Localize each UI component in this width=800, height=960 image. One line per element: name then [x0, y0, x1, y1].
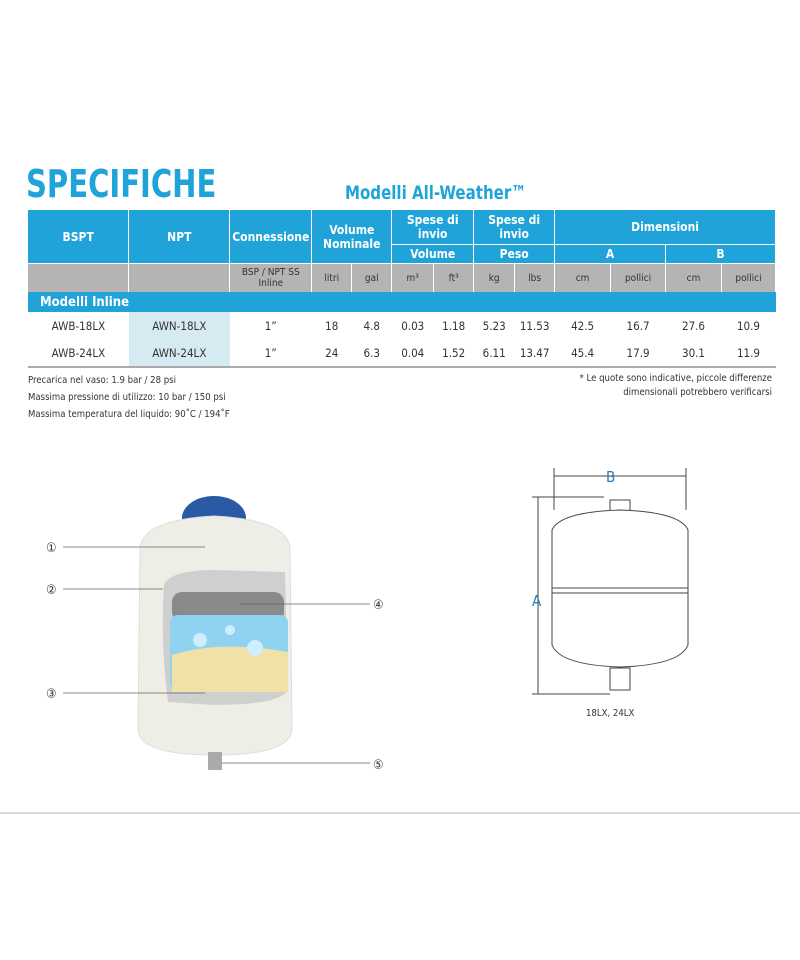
model-npt: AWN-24LX: [128, 339, 230, 368]
spec-value: 5.23: [482, 318, 506, 333]
spec-value: 1”: [264, 318, 277, 333]
unit-cell: [128, 263, 231, 292]
dimension-drawing: B A 18LX, 24LX: [532, 468, 689, 719]
dim-b-label: B: [606, 468, 615, 486]
note-precarica: Precarica nel vaso: 1.9 bar / 28 psi: [28, 375, 176, 386]
dim-a-label: A: [532, 592, 542, 610]
models-label: 18LX, 24LX: [586, 708, 635, 719]
spec-value: 0.03: [401, 318, 425, 333]
spec-value: 4.8: [363, 318, 380, 333]
disclaimer-line-2: dimensionali potrebbero verificarsi: [623, 387, 772, 398]
callout-2: ②: [46, 583, 57, 598]
spec-value: 18: [325, 318, 339, 333]
spec-value: 11.9: [721, 339, 776, 368]
spec-value: 1”: [229, 339, 312, 368]
spec-table: BSPT NPT Connessione Volume Nominale Spe…: [28, 210, 777, 368]
header-bspt: BSPT: [28, 210, 130, 264]
tank-cutaway-illustration: ① ② ③ ④ ⑤: [46, 496, 384, 773]
section-modelli-inline: Modelli Inline: [28, 292, 776, 312]
spec-value: 11.53: [519, 318, 550, 333]
callout-5: ⑤: [373, 758, 384, 773]
unit-cell: [28, 263, 130, 292]
unit-cell: cm: [554, 263, 612, 292]
spec-value: 42.5: [571, 318, 595, 333]
unit-cell: lbs: [514, 263, 556, 292]
header-volume: Volume Nominale: [311, 210, 393, 264]
model-bspt: AWB-18LX: [51, 318, 106, 333]
spec-value: 13.47: [514, 339, 555, 368]
model-npt: AWN-18LX: [128, 312, 230, 339]
header-connessione: Connessione: [229, 210, 313, 264]
spec-value: 16.7: [626, 318, 650, 333]
spec-value: 1.52: [433, 339, 474, 368]
spec-value: 6.11: [473, 339, 515, 368]
unit-cell: cm: [665, 263, 722, 292]
header-dimensioni: Dimensioni: [554, 210, 776, 245]
callout-3: ③: [46, 687, 57, 702]
spec-value: 24: [311, 339, 352, 368]
unit-cell: litri: [311, 263, 353, 292]
spec-value: 30.1: [665, 339, 722, 368]
unit-cell: gal: [351, 263, 393, 292]
page-subtitle: Modelli All-Weather™: [345, 182, 527, 204]
note-temperatura: Massima temperatura del liquido: 90˚C / …: [28, 409, 230, 420]
page-title: SPECIFICHE: [26, 162, 217, 206]
header-spese-volume-sub: Volume: [391, 244, 475, 264]
spec-value: 45.4: [554, 339, 611, 368]
disclaimer-line-1: * Le quote sono indicative, piccole diff…: [579, 373, 772, 384]
header-spese-volume: Spese di invio: [391, 210, 475, 245]
unit-cell: pollici: [610, 263, 667, 292]
divider: [0, 812, 800, 814]
spec-value: 27.6: [681, 318, 706, 333]
spec-value: 10.9: [736, 318, 760, 333]
header-npt: NPT: [128, 210, 231, 264]
spec-value: 6.3: [351, 339, 392, 368]
header-spese-peso: Spese di invio: [473, 210, 556, 245]
callout-1: ①: [46, 541, 57, 556]
model-bspt: AWB-24LX: [28, 339, 129, 368]
unit-cell: ft³: [433, 263, 475, 292]
header-spese-peso-sub: Peso: [473, 244, 556, 264]
unit-cell: m³: [391, 263, 435, 292]
spec-value: 17.9: [610, 339, 666, 368]
header-b: B: [665, 244, 776, 264]
header-a: A: [554, 244, 667, 264]
unit-cell: BSP / NPT SS Inline: [229, 263, 313, 292]
callout-4: ④: [373, 598, 384, 613]
unit-cell: pollici: [721, 263, 777, 292]
spec-value: 0.04: [391, 339, 434, 368]
note-pressione: Massima pressione di utilizzo: 10 bar / …: [28, 392, 226, 403]
unit-cell: kg: [473, 263, 516, 292]
spec-value: 1.18: [442, 318, 466, 333]
